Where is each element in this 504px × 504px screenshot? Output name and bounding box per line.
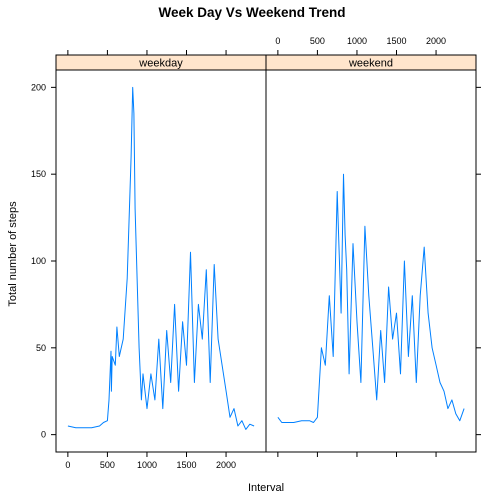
y-axis-label: Total number of steps: [7, 201, 19, 307]
y-tick-label: 100: [31, 256, 46, 266]
series-line-weekend: [277, 173, 465, 423]
panel-strips: weekday weekend: [55, 54, 477, 71]
x-axis-top: 0 500 1000 1500 2000: [67, 36, 446, 55]
strip-weekend: [265, 54, 477, 71]
x-axis-bottom: 0 500 1000 1500 2000: [65, 452, 437, 470]
x-tick-label-bottom: 0: [65, 460, 70, 470]
strip-label-weekend: weekend: [348, 58, 393, 70]
y-axis-left: 0 50 100 150 200: [31, 82, 56, 440]
panel-frame-weekday: [55, 69, 267, 453]
y-tick-label: 0: [41, 430, 46, 440]
y-tick-label: 150: [31, 169, 46, 179]
y-tick-label: 50: [36, 343, 46, 353]
series-lines: [67, 86, 465, 430]
strip-label-weekday: weekday: [138, 58, 183, 70]
x-tick-label-bottom: 500: [100, 460, 115, 470]
x-tick-label-top: 0: [275, 36, 280, 46]
x-tick-label-top: 1000: [347, 36, 367, 46]
y-axis-right: [476, 86, 481, 436]
panel-frames: [55, 69, 477, 453]
x-tick-label-bottom: 1000: [137, 460, 157, 470]
chart-title: Week Day Vs Weekend Trend: [158, 5, 345, 20]
x-tick-label-top: 2000: [426, 36, 446, 46]
y-tick-label: 200: [31, 82, 46, 92]
x-tick-label-bottom: 1500: [176, 460, 196, 470]
x-tick-label-top: 1500: [386, 36, 406, 46]
x-axis-label: Interval: [248, 482, 284, 494]
x-tick-label-bottom: 2000: [216, 460, 236, 470]
series-line-weekday: [67, 86, 255, 430]
x-tick-label-top: 500: [310, 36, 325, 46]
